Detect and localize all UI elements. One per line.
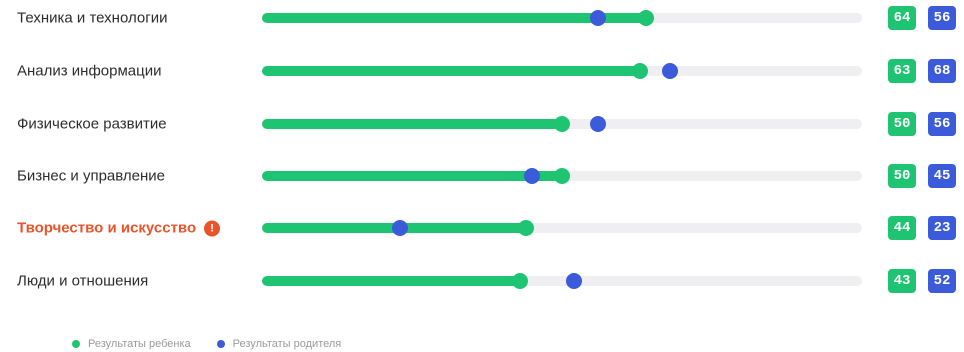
legend-label-parent: Результаты родителя xyxy=(232,338,342,350)
progress-track xyxy=(262,220,862,236)
child-result-dot xyxy=(554,116,570,132)
progress-track xyxy=(262,116,862,132)
child-score-badge: 50 xyxy=(888,164,916,188)
parent-result-dot xyxy=(662,63,678,79)
row-label: Люди и отношения! xyxy=(17,273,148,290)
row-label-text: Творчество и искусство xyxy=(17,219,197,237)
child-score-badge: 63 xyxy=(888,59,916,83)
child-dot-icon xyxy=(72,340,80,348)
legend: Результаты ребенка Результаты родителя xyxy=(72,338,341,350)
child-progress-fill xyxy=(262,276,520,286)
child-score-badge: 43 xyxy=(888,269,916,293)
parent-result-dot xyxy=(590,10,606,26)
parent-result-dot xyxy=(392,220,408,236)
child-progress-fill xyxy=(262,119,562,129)
row-label: Бизнес и управление! xyxy=(17,168,165,185)
result-row: Физическое развитие! 50 56 xyxy=(0,104,964,144)
parent-score-badge: 56 xyxy=(928,112,956,136)
parent-score-badge: 56 xyxy=(928,6,956,30)
alert-icon: ! xyxy=(204,220,221,236)
row-label: Творчество и искусство! xyxy=(17,219,221,237)
parent-score-badge: 68 xyxy=(928,59,956,83)
row-label: Физическое развитие! xyxy=(17,116,167,133)
child-result-dot xyxy=(632,63,648,79)
progress-track xyxy=(262,273,862,289)
progress-track xyxy=(262,10,862,26)
result-row: Техника и технологии! 64 56 xyxy=(0,0,964,38)
child-result-dot xyxy=(518,220,534,236)
child-result-dot xyxy=(512,273,528,289)
parent-result-dot xyxy=(590,116,606,132)
result-row: Люди и отношения! 43 52 xyxy=(0,261,964,301)
progress-track xyxy=(262,168,862,184)
row-label: Анализ информации! xyxy=(17,63,162,80)
row-label-text: Техника и технологии xyxy=(17,9,168,27)
child-result-dot xyxy=(638,10,654,26)
result-row: Бизнес и управление! 50 45 xyxy=(0,156,964,196)
parent-score-badge: 23 xyxy=(928,216,956,240)
child-progress-fill xyxy=(262,171,562,181)
parent-result-dot xyxy=(566,273,582,289)
child-score-badge: 64 xyxy=(888,6,916,30)
legend-item-child: Результаты ребенка xyxy=(72,338,191,350)
row-label-text: Люди и отношения xyxy=(17,272,149,290)
row-label: Техника и технологии! xyxy=(17,10,167,27)
row-label-text: Анализ информации xyxy=(17,62,162,80)
legend-item-parent: Результаты родителя xyxy=(216,338,342,350)
result-row: Творчество и искусство! 44 23 xyxy=(0,208,964,248)
parent-result-dot xyxy=(524,168,540,184)
child-result-dot xyxy=(554,168,570,184)
row-label-text: Бизнес и управление xyxy=(17,167,165,185)
row-label-text: Физическое развитие xyxy=(17,115,167,133)
child-progress-fill xyxy=(262,13,646,23)
result-row: Анализ информации! 63 68 xyxy=(0,51,964,91)
legend-label-child: Результаты ребенка xyxy=(88,338,191,350)
progress-track xyxy=(262,63,862,79)
child-score-badge: 50 xyxy=(888,112,916,136)
parent-dot-icon xyxy=(216,340,225,348)
child-score-badge: 44 xyxy=(888,216,916,240)
parent-score-badge: 45 xyxy=(928,164,956,188)
child-progress-fill xyxy=(262,66,640,76)
parent-score-badge: 52 xyxy=(928,269,956,293)
